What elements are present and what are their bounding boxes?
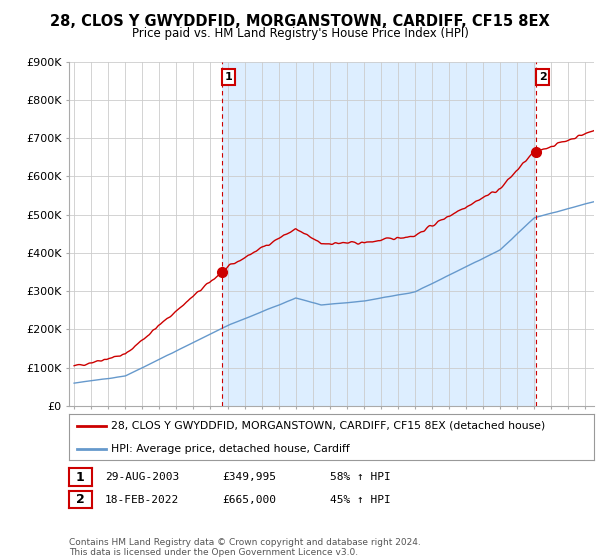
Text: 28, CLOS Y GWYDDFID, MORGANSTOWN, CARDIFF, CF15 8EX (detached house): 28, CLOS Y GWYDDFID, MORGANSTOWN, CARDIF… (111, 421, 545, 431)
Text: Price paid vs. HM Land Registry's House Price Index (HPI): Price paid vs. HM Land Registry's House … (131, 27, 469, 40)
Text: 29-AUG-2003: 29-AUG-2003 (105, 472, 179, 482)
Text: 58% ↑ HPI: 58% ↑ HPI (330, 472, 391, 482)
Text: 2: 2 (76, 493, 85, 506)
Text: 28, CLOS Y GWYDDFID, MORGANSTOWN, CARDIFF, CF15 8EX: 28, CLOS Y GWYDDFID, MORGANSTOWN, CARDIF… (50, 14, 550, 29)
Text: 1: 1 (76, 470, 85, 484)
Text: £349,995: £349,995 (222, 472, 276, 482)
Text: 18-FEB-2022: 18-FEB-2022 (105, 494, 179, 505)
Text: HPI: Average price, detached house, Cardiff: HPI: Average price, detached house, Card… (111, 444, 350, 454)
Text: £665,000: £665,000 (222, 494, 276, 505)
Text: 2: 2 (539, 72, 547, 82)
Text: 1: 1 (224, 72, 232, 82)
Text: Contains HM Land Registry data © Crown copyright and database right 2024.
This d: Contains HM Land Registry data © Crown c… (69, 538, 421, 557)
Text: 45% ↑ HPI: 45% ↑ HPI (330, 494, 391, 505)
Bar (222, 62, 536, 406)
